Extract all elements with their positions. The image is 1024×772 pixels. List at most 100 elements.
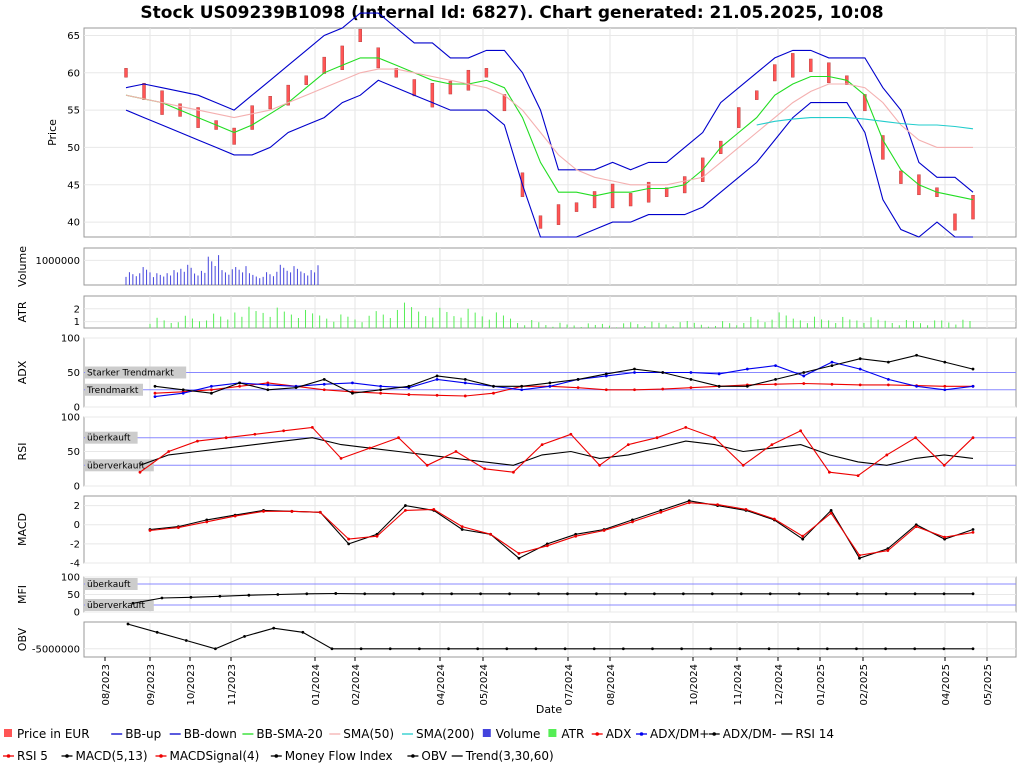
series-point bbox=[598, 463, 601, 467]
series-point bbox=[243, 635, 246, 638]
legend-label: MACD(5,13) bbox=[76, 749, 148, 763]
price-candle bbox=[755, 90, 759, 100]
series-point bbox=[379, 388, 383, 392]
series-point bbox=[687, 501, 691, 505]
series-point bbox=[181, 388, 185, 392]
legend-swatch-dot bbox=[712, 732, 716, 736]
series-point bbox=[825, 647, 829, 651]
series-point bbox=[463, 381, 467, 385]
series-point bbox=[626, 443, 630, 446]
series-point bbox=[351, 381, 354, 385]
chart-title: Stock US09239B1098 (Internal Id: 6827). … bbox=[140, 3, 883, 23]
price-candle bbox=[827, 62, 831, 84]
series-line bbox=[125, 12, 974, 193]
series-point bbox=[709, 647, 713, 651]
series-point bbox=[184, 639, 188, 642]
series-point bbox=[971, 384, 975, 388]
series-point bbox=[210, 391, 213, 395]
series-point bbox=[131, 601, 135, 605]
series-point bbox=[290, 509, 294, 513]
legend-label: ADX/DM- bbox=[723, 727, 777, 741]
zone-label-bg bbox=[85, 599, 154, 611]
price-candle bbox=[737, 107, 741, 128]
series-point bbox=[829, 508, 833, 512]
series-point bbox=[802, 374, 806, 378]
y-tick-label: 60 bbox=[67, 68, 80, 79]
series-point bbox=[435, 374, 439, 378]
series-point bbox=[914, 523, 918, 527]
price-candle bbox=[610, 183, 615, 209]
series-point bbox=[322, 388, 326, 392]
price-candle bbox=[971, 194, 975, 220]
panel-frame-atr bbox=[83, 295, 1017, 329]
series-point bbox=[651, 647, 654, 651]
series-line bbox=[139, 437, 974, 466]
series-point bbox=[508, 592, 511, 596]
legend-label: RSI 14 bbox=[795, 727, 834, 741]
x-tick-label: 01/2025 bbox=[816, 664, 827, 706]
y-axis-label: ADX bbox=[16, 360, 29, 384]
y-tick-label: 0 bbox=[74, 482, 80, 493]
series-point bbox=[855, 647, 858, 651]
series-point bbox=[310, 425, 314, 429]
series-point bbox=[483, 467, 487, 471]
panel-macd: -4 -2 0 2 MACD bbox=[16, 495, 1017, 570]
series-point bbox=[407, 393, 411, 396]
series-point bbox=[855, 592, 859, 596]
series-point bbox=[856, 474, 860, 478]
series-point bbox=[397, 436, 400, 440]
series-point bbox=[153, 395, 157, 399]
series-point bbox=[915, 384, 918, 388]
series-point bbox=[971, 436, 975, 440]
series-point bbox=[545, 542, 549, 546]
series-point bbox=[447, 647, 450, 651]
price-candle bbox=[304, 75, 308, 85]
price-candle bbox=[773, 64, 777, 82]
series-point bbox=[435, 378, 439, 381]
series-point bbox=[224, 436, 228, 440]
indicator-panels: 40 45 50 55 60 65 Price 1000000 Volume 1 2 ATR 0 50 10… bbox=[16, 12, 1017, 658]
series-point bbox=[913, 592, 917, 596]
chart-legend: Price in EUR BB-up BB-down BB-SMA-20 SMA(50)… bbox=[3, 727, 834, 763]
panel-atr: 1 2 ATR bbox=[16, 295, 1017, 329]
price-candle bbox=[628, 193, 633, 207]
series-point bbox=[858, 553, 861, 557]
series-point bbox=[463, 394, 467, 398]
series-line bbox=[125, 79, 973, 238]
price-candle bbox=[286, 84, 290, 106]
series-point bbox=[339, 457, 343, 460]
series-point bbox=[716, 503, 719, 507]
series-line bbox=[154, 354, 974, 394]
series-point bbox=[425, 463, 429, 467]
series-point bbox=[689, 371, 693, 374]
series-point bbox=[633, 371, 636, 374]
y-tick-label: -2 bbox=[70, 539, 80, 550]
series-point bbox=[512, 470, 515, 474]
series-point bbox=[592, 647, 596, 651]
series-point bbox=[971, 592, 975, 596]
series-point bbox=[569, 432, 573, 436]
series-point bbox=[884, 592, 888, 596]
x-tick-label: 08/2023 bbox=[101, 664, 112, 706]
series-point bbox=[266, 381, 270, 385]
legend-label: BB-SMA-20 bbox=[256, 727, 322, 741]
x-tick-label: 07/2024 bbox=[564, 664, 575, 706]
series-point bbox=[545, 544, 549, 548]
panel-rsi: 0 50 100 RSI überkauft überverkauft bbox=[16, 413, 1017, 493]
series-point bbox=[454, 450, 458, 453]
series-point bbox=[363, 592, 367, 596]
series-point bbox=[774, 378, 777, 381]
series-line bbox=[154, 361, 974, 398]
price-candle bbox=[430, 83, 435, 108]
series-point bbox=[347, 542, 351, 546]
series-point bbox=[886, 549, 890, 552]
series-point bbox=[745, 384, 749, 388]
y-tick-label: 50 bbox=[67, 590, 80, 601]
series-point bbox=[359, 647, 363, 651]
series-point bbox=[247, 593, 251, 597]
legend-swatch-dot bbox=[274, 754, 279, 758]
price-candle bbox=[466, 69, 471, 91]
series-point bbox=[655, 436, 659, 440]
